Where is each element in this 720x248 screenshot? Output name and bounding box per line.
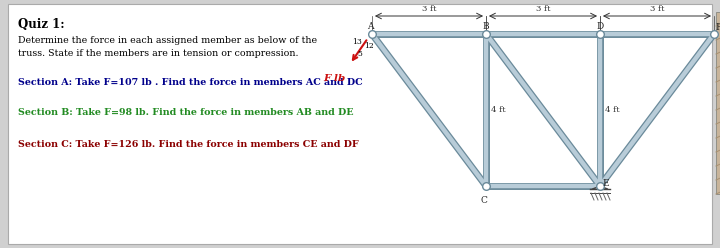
Text: 3 ft: 3 ft [422,5,436,13]
Text: 12: 12 [364,42,374,50]
Text: Determine the force in each assigned member as below of the
truss. State if the : Determine the force in each assigned mem… [18,36,317,58]
Text: 4 ft: 4 ft [491,106,505,114]
Text: 3 ft: 3 ft [536,5,550,13]
Text: Section C: Take F=126 lb. Find the force in members CE and DF: Section C: Take F=126 lb. Find the force… [18,140,359,149]
Text: B: B [482,22,490,31]
Bar [716,12,720,194]
Text: F: F [716,23,720,32]
Text: F lb: F lb [323,74,345,83]
Text: 13: 13 [352,38,362,46]
Text: 5: 5 [357,50,362,58]
Text: C: C [480,196,487,205]
Text: 4 ft: 4 ft [605,106,620,114]
Polygon shape [592,186,608,189]
Text: Quiz 1:: Quiz 1: [18,18,65,31]
Text: Section B: Take F=98 lb. Find the force in members AB and DE: Section B: Take F=98 lb. Find the force … [18,108,354,117]
Text: D: D [596,22,603,31]
Text: 3 ft: 3 ft [649,5,665,13]
Text: Section A: Take F=107 lb . Find the force in members AC and DC: Section A: Take F=107 lb . Find the forc… [18,78,363,87]
Text: A: A [366,22,373,31]
Text: E: E [603,180,609,188]
